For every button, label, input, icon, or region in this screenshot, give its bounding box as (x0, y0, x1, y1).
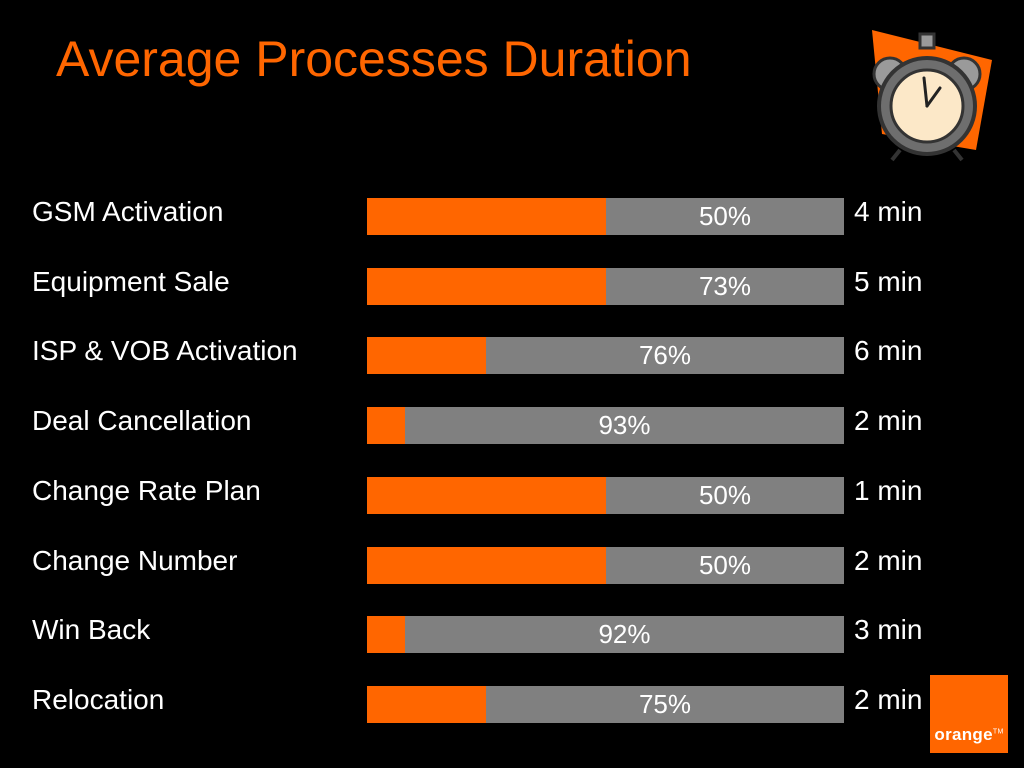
duration-label: 2 min (854, 684, 923, 715)
category-label: ISP & VOB Activation (32, 335, 298, 366)
bar-track: 75% (367, 686, 844, 723)
percent-label: 50% (698, 201, 752, 231)
bar-track: 50% (367, 477, 844, 514)
percent-label: 92% (598, 619, 651, 649)
category-label: Change Number (32, 545, 238, 576)
category-label: Deal Cancellation (32, 405, 252, 436)
percent-label: 75% (638, 689, 692, 719)
category-label: GSM Activation (32, 196, 224, 227)
duration-label: 2 min (854, 405, 923, 436)
bar-track: 92% (367, 616, 844, 653)
bar-fill (367, 547, 606, 584)
logo-tm: TM (992, 728, 1004, 736)
duration-label: 6 min (854, 335, 923, 366)
category-label: Relocation (32, 684, 165, 715)
bar-fill (367, 616, 405, 653)
percent-label: 93% (598, 410, 651, 440)
bar-fill (367, 198, 606, 235)
alarm-clock-icon (872, 30, 992, 162)
percent-label: 50% (698, 550, 752, 580)
bar-fill (367, 477, 606, 514)
bar-fill (367, 337, 486, 374)
duration-label: 4 min (854, 196, 923, 227)
bar-track: 93% (367, 407, 844, 444)
bar-track: 50% (367, 547, 844, 584)
percent-label: 76% (638, 340, 692, 370)
percent-label: 50% (698, 480, 752, 510)
category-label: Win Back (32, 614, 151, 645)
bar-track: 76% (367, 337, 844, 374)
chart-title: Average Processes Duration (56, 31, 692, 87)
category-label: Equipment Sale (32, 266, 230, 297)
bar-fill (367, 268, 606, 305)
orange-logo: orangeTM (930, 675, 1008, 753)
bar-fill (367, 407, 405, 444)
percent-label: 73% (698, 271, 752, 301)
duration-label: 5 min (854, 266, 923, 297)
bar-track: 73% (367, 268, 844, 305)
bar-fill (367, 686, 486, 723)
duration-label: 1 min (854, 475, 923, 506)
bar-track: 50% (367, 198, 844, 235)
duration-label: 2 min (854, 545, 923, 576)
logo-text: orangeTM (934, 725, 1004, 744)
duration-label: 3 min (854, 614, 923, 645)
category-label: Change Rate Plan (32, 475, 261, 506)
